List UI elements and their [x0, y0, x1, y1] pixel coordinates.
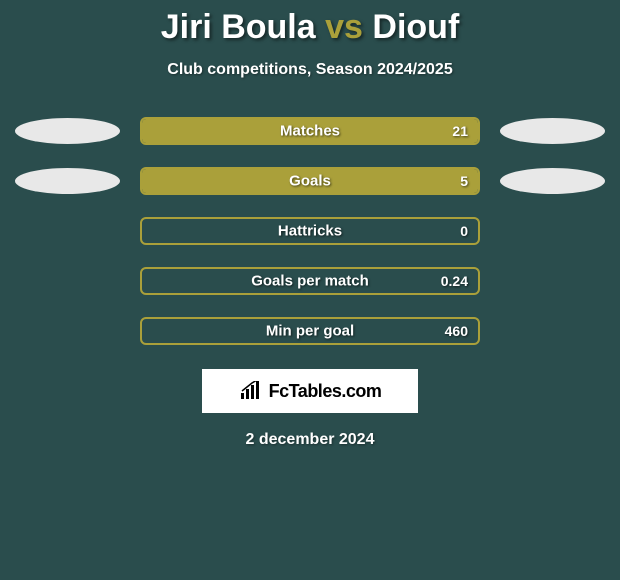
stat-row: Hattricks 0 [0, 217, 620, 245]
stat-row: Goals per match 0.24 [0, 267, 620, 295]
ellipse-right [500, 268, 605, 294]
stat-value-right: 460 [445, 323, 468, 339]
stats-container: Matches 21 Goals 5 Hattricks 0 Goals per match… [0, 117, 620, 345]
ellipse-right [500, 218, 605, 244]
ellipse-left [15, 168, 120, 194]
stat-value-right: 0 [460, 223, 468, 239]
stat-label: Goals per match [251, 273, 369, 290]
subtitle: Club competitions, Season 2024/2025 [0, 61, 620, 79]
stat-label: Min per goal [266, 323, 354, 340]
ellipse-left [15, 218, 120, 244]
stat-bar: Min per goal 460 [140, 317, 480, 345]
player1-name: Jiri Boula [161, 8, 316, 46]
stat-label: Matches [280, 123, 340, 140]
ellipse-left [15, 118, 120, 144]
logo-text: FcTables.com [269, 381, 382, 402]
stat-label: Goals [289, 173, 331, 190]
ellipse-left [15, 268, 120, 294]
ellipse-right [500, 168, 605, 194]
stat-value-right: 5 [460, 173, 468, 189]
stat-label: Hattricks [278, 223, 342, 240]
logo-box: FcTables.com [202, 369, 418, 413]
stat-row: Matches 21 [0, 117, 620, 145]
stat-bar: Goals per match 0.24 [140, 267, 480, 295]
stat-row: Min per goal 460 [0, 317, 620, 345]
vs-label: vs [325, 8, 363, 46]
stat-value-right: 21 [452, 123, 468, 139]
ellipse-right [500, 118, 605, 144]
stat-bar: Hattricks 0 [140, 217, 480, 245]
ellipse-right [500, 318, 605, 344]
stat-bar: Matches 21 [140, 117, 480, 145]
date-label: 2 december 2024 [0, 431, 620, 449]
stat-value-right: 0.24 [441, 273, 468, 289]
ellipse-left [15, 318, 120, 344]
player2-name: Diouf [372, 8, 459, 46]
page-title: Jiri Boula vs Diouf [0, 0, 620, 47]
stat-bar: Goals 5 [140, 167, 480, 195]
chart-icon [239, 381, 263, 401]
stat-row: Goals 5 [0, 167, 620, 195]
